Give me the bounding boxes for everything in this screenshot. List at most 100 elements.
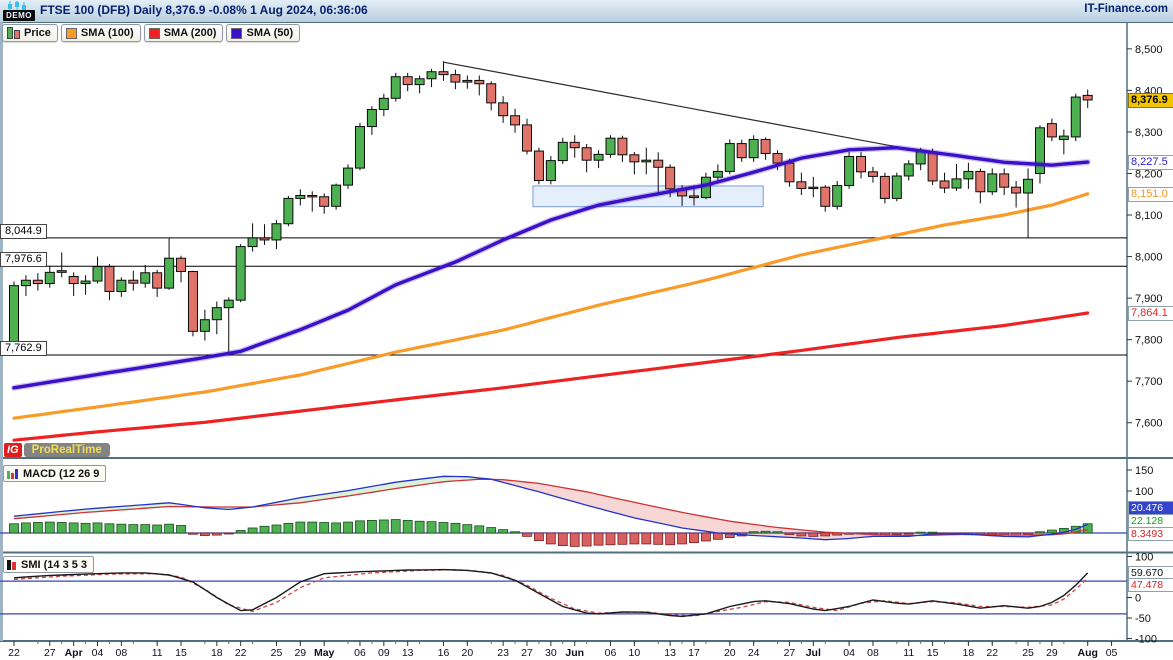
x-date-label: 22 bbox=[8, 647, 20, 659]
x-date-label: 13 bbox=[664, 647, 676, 659]
legend-tab-sma50[interactable]: SMA (50) bbox=[226, 24, 301, 42]
level-label-8044[interactable]: 8,044.9 bbox=[0, 224, 47, 239]
legend-label: SMA (50) bbox=[246, 27, 294, 39]
ig-logo: IG bbox=[4, 443, 22, 457]
y-tick-label: 8,300 bbox=[1135, 127, 1163, 139]
sma200-value-box: 7,864.1 bbox=[1128, 306, 1173, 321]
candle-down bbox=[856, 155, 867, 173]
macd-bar-down bbox=[689, 532, 699, 544]
macd-label[interactable]: MACD (12 26 9 bbox=[3, 465, 107, 482]
candle-down bbox=[939, 180, 950, 189]
candle-up bbox=[92, 266, 103, 282]
macd-bar-down bbox=[641, 532, 652, 545]
smi-line bbox=[13, 568, 1089, 618]
x-date-label: 25 bbox=[271, 647, 283, 659]
macd-bar-up bbox=[140, 524, 151, 534]
candle-up bbox=[343, 167, 354, 186]
candle-down bbox=[498, 102, 509, 117]
legend-tab-price[interactable]: Price bbox=[2, 24, 58, 42]
candle-up bbox=[724, 143, 735, 172]
y-tick-label: 7,700 bbox=[1135, 376, 1163, 388]
candle-down bbox=[629, 154, 640, 163]
macd-bar-up bbox=[462, 524, 473, 534]
macd-line bbox=[13, 475, 1088, 541]
candle-down bbox=[474, 79, 485, 85]
x-date-label: 06 bbox=[605, 647, 617, 659]
candle-up bbox=[844, 155, 855, 187]
legend-tab-sma100[interactable]: SMA (100) bbox=[60, 24, 141, 42]
macd-bar-up bbox=[486, 527, 497, 534]
candle-up bbox=[1070, 96, 1081, 138]
x-date-label: 11 bbox=[903, 647, 914, 659]
candle-down bbox=[486, 83, 497, 104]
candle-down bbox=[999, 173, 1010, 188]
macd-bar-up bbox=[498, 529, 509, 534]
candle-down bbox=[772, 153, 783, 164]
x-date-label: 23 bbox=[497, 647, 509, 659]
macd-bar-up bbox=[1035, 531, 1045, 534]
candle-up bbox=[354, 126, 365, 169]
candle-up bbox=[1023, 178, 1034, 194]
macd-bar-up bbox=[390, 519, 401, 534]
macd-bar-up bbox=[116, 523, 127, 534]
y-tick-label: 7,900 bbox=[1135, 293, 1163, 305]
candle-up bbox=[164, 257, 175, 289]
macd-bar-down bbox=[593, 532, 604, 546]
macd-bar-up bbox=[1047, 529, 1057, 534]
y-tick-label: 8,000 bbox=[1135, 252, 1163, 264]
descending-trendline bbox=[443, 61, 936, 155]
macd-bar-down bbox=[223, 532, 234, 535]
macd-bar-down bbox=[605, 532, 616, 546]
macd-y-tick-label: 100 bbox=[1135, 486, 1153, 498]
candle-down bbox=[617, 137, 628, 156]
candle-up bbox=[235, 246, 246, 301]
macd-bar-down bbox=[653, 532, 664, 545]
candle-down bbox=[438, 71, 449, 76]
x-date-label: 10 bbox=[629, 647, 641, 659]
macd-bar-up bbox=[474, 525, 485, 534]
candle-down bbox=[1082, 94, 1093, 101]
macd-bar-up bbox=[104, 523, 115, 534]
macd-bar-down bbox=[199, 532, 210, 536]
sma100-line bbox=[12, 192, 1090, 420]
y-tick-label: 7,600 bbox=[1135, 418, 1163, 430]
macd-bar-down bbox=[724, 532, 735, 539]
candle-down bbox=[259, 237, 270, 241]
candle-down bbox=[32, 279, 43, 285]
candle-down bbox=[784, 162, 795, 183]
candle-down bbox=[867, 171, 878, 177]
macd-bar-up bbox=[748, 531, 759, 534]
macd-bar-up bbox=[152, 524, 163, 534]
macd-y-tick-label: 150 bbox=[1135, 465, 1153, 477]
macd-bar-up bbox=[9, 523, 19, 534]
y-tick-label: 8,100 bbox=[1135, 210, 1163, 222]
x-date-label: 22 bbox=[235, 647, 247, 659]
level-label-7976[interactable]: 7,976.6 bbox=[0, 252, 47, 267]
level-label-7762[interactable]: 7,762.9 bbox=[0, 341, 47, 356]
macd-bar-up bbox=[80, 522, 91, 534]
candle-down bbox=[521, 124, 532, 152]
smi-label[interactable]: SMI (14 3 5 3 bbox=[3, 556, 95, 573]
candle-up bbox=[223, 299, 234, 309]
demo-candles-icon bbox=[8, 1, 26, 11]
candle-down bbox=[581, 147, 592, 161]
x-date-label: 30 bbox=[545, 647, 557, 659]
macd-bar-up bbox=[295, 521, 306, 534]
macd-bar-up bbox=[271, 524, 282, 534]
legend-label: SMA (100) bbox=[80, 27, 134, 39]
macd-bar-down bbox=[188, 532, 198, 535]
macd-bar-down bbox=[677, 532, 687, 545]
sma100-value-box: 8,151.0 bbox=[1128, 187, 1173, 202]
macd-bar-down bbox=[569, 532, 580, 547]
brand-link[interactable]: IT-Finance.com bbox=[1084, 3, 1168, 15]
candle-up bbox=[199, 319, 210, 332]
macd-band-positive bbox=[14, 476, 480, 519]
legend-tab-sma200[interactable]: SMA (200) bbox=[143, 24, 224, 42]
candle-up bbox=[987, 173, 998, 193]
last-price-box: 8,376.9 bbox=[1128, 93, 1173, 108]
x-date-label: 16 bbox=[438, 647, 450, 659]
x-date-label: 24 bbox=[748, 647, 760, 659]
y-tick-label: 8,200 bbox=[1135, 168, 1163, 180]
